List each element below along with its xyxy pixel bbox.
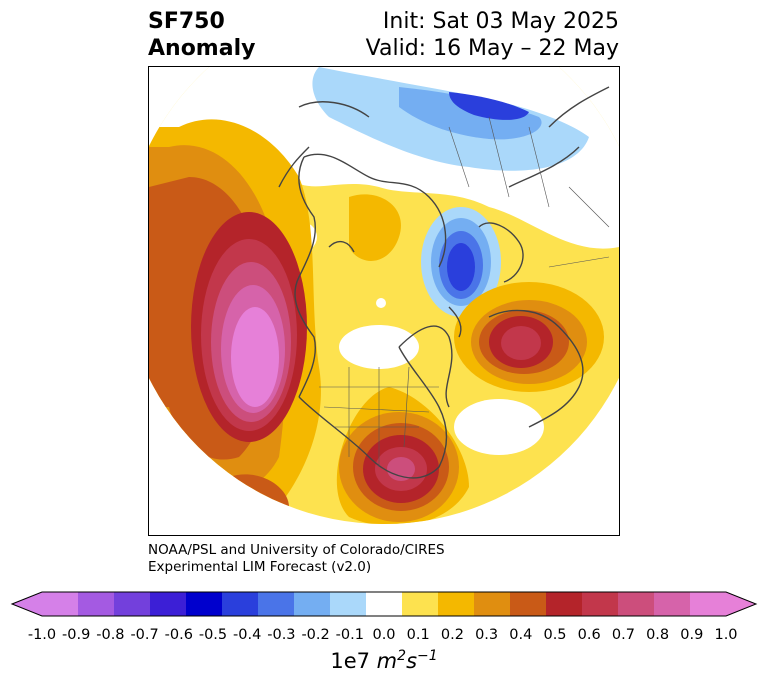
title-field: SF750 [148,9,225,34]
colorbar-tick-label: 0.4 [509,627,533,643]
colorbar-extend-high [726,592,756,616]
coastlines [278,86,610,479]
colorbar-segment [186,592,223,616]
colorbar-segment [510,592,547,616]
colorbar-segment [330,592,367,616]
credit-text: NOAA/PSL and University of Colorado/CIRE… [148,542,445,576]
colorbar-tick-label: -0.9 [62,627,91,643]
colorbar-segment [546,592,583,616]
valid-range: Valid: 16 May – 22 May [365,36,619,61]
colorbar-segment [402,592,439,616]
colorbar-tick-label: 0.8 [646,627,670,643]
title-kind: Anomaly [148,36,256,61]
colorbar-tick-label: 0.5 [543,627,567,643]
forecast-dates: Init: Sat 03 May 2025 Valid: 16 May – 22… [366,8,619,62]
colorbar-segment [690,592,727,616]
colorbar-segment [294,592,331,616]
colorbar-segment [150,592,187,616]
colorbar-segments [10,591,758,617]
colorbar-segment [618,592,655,616]
colorbar-units: 1e7 m2s−1 [0,648,768,673]
colorbar-tick-label: -0.7 [130,627,159,643]
colorbar-segment [582,592,619,616]
colorbar-tick-label: 0.3 [475,627,499,643]
colorbar-tick-label: 0.2 [440,627,464,643]
colorbar-segment [654,592,691,616]
colorbar-tick-label: -0.6 [164,627,193,643]
units-s: s [406,649,418,673]
units-m-exp: 2 [397,648,407,664]
colorbar-tick-label: -0.8 [96,627,125,643]
colorbar-segment [438,592,475,616]
init-date: Init: Sat 03 May 2025 [382,9,619,34]
colorbar-tick-label: 1.0 [714,627,738,643]
colorbar-tick-label: -0.2 [301,627,330,643]
colorbar-tick-label: -1.0 [27,627,57,643]
colorbar-tick-label: -0.3 [267,627,296,643]
map-title: SF750 Anomaly [148,8,255,62]
map-panel [148,66,620,536]
colorbar-tick-label: 0.0 [372,627,396,643]
colorbar-tick-label: 0.7 [611,627,635,643]
units-base: 1e7 [330,649,370,673]
colorbar-segment [42,592,79,616]
colorbar-segment [474,592,511,616]
colorbar-segment [366,592,403,616]
colorbar-segment [78,592,115,616]
colorbar-tick-label: 0.1 [406,627,430,643]
colorbar-outline [10,591,758,617]
colorbar-tick-label: 0.9 [680,627,704,643]
colorbar-tick-label: 0.6 [577,627,601,643]
colorbar-segment [222,592,259,616]
political-borders [319,116,610,467]
units-s-exp: −1 [417,648,438,664]
credit-line-2: Experimental LIM Forecast (v2.0) [148,559,372,575]
colorbar-ticks: -1.0 -0.9 -0.8 -0.7 -0.6 -0.5 -0.4 -0.3 -0.2 -0.1… [0,627,768,647]
colorbar [10,591,758,617]
colorbar-extend-low [12,592,42,616]
anomaly-map [149,67,619,524]
credit-line-1: NOAA/PSL and University of Colorado/CIRE… [148,542,445,558]
colorbar-tick-label: -0.1 [335,627,364,643]
colorbar-segment [114,592,151,616]
units-m: m [376,649,398,673]
colorbar-segment [258,592,295,616]
colorbar-tick-label: -0.4 [233,627,262,643]
colorbar-tick-label: -0.5 [198,627,228,643]
anomaly-field [149,67,619,524]
